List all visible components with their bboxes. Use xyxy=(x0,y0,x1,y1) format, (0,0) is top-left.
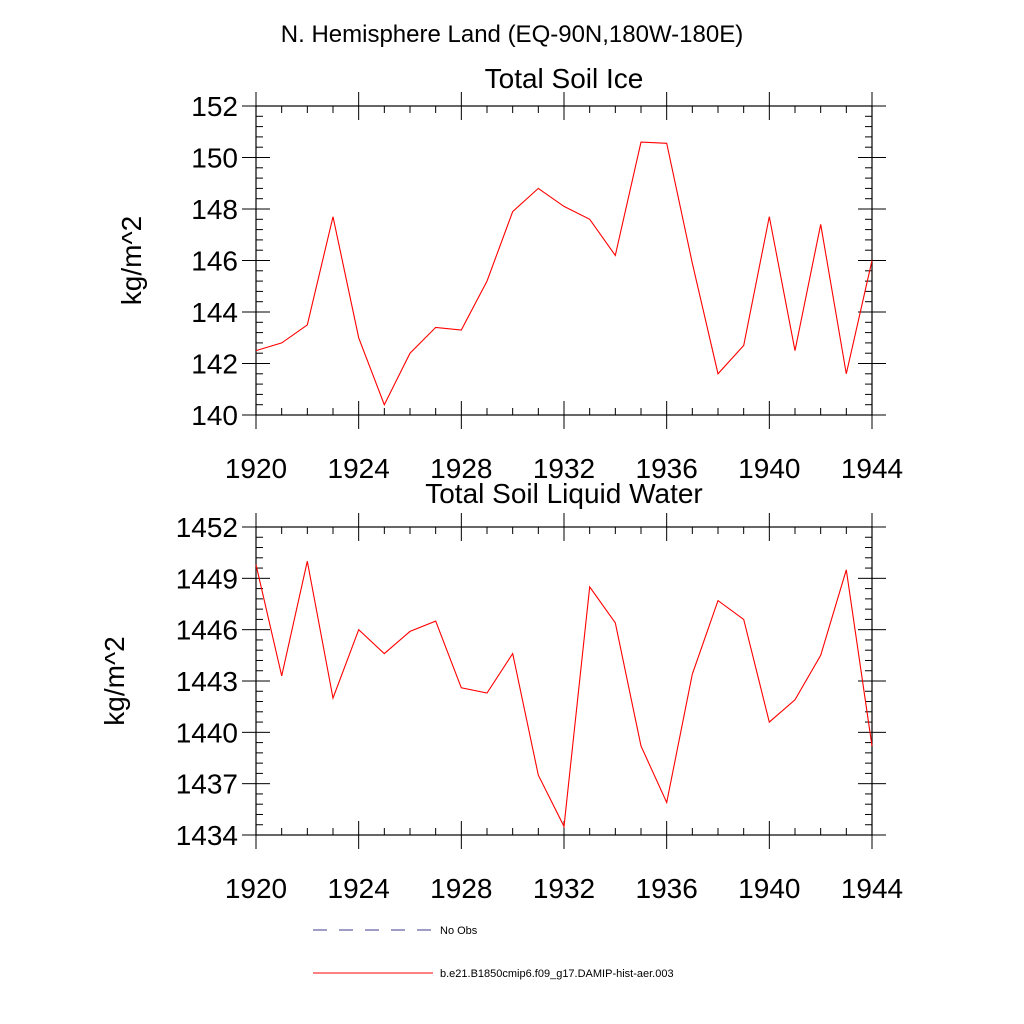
y-tick-label: 144 xyxy=(191,297,238,328)
legend-model-label: b.e21.B1850cmip6.f09_g17.DAMIP-hist-aer.… xyxy=(440,968,674,980)
y-tick-label: 1446 xyxy=(176,615,238,646)
plot-frame xyxy=(255,526,873,836)
x-tick-label: 1936 xyxy=(636,873,698,904)
plot-frame xyxy=(255,105,873,416)
x-tick-label: 1932 xyxy=(533,453,595,484)
y-tick-label: 146 xyxy=(191,246,238,277)
x-tick-label: 1940 xyxy=(738,453,800,484)
x-tick-label: 1944 xyxy=(841,873,903,904)
y-tick-label: 1440 xyxy=(176,717,238,748)
legend-no-obs-label: No Obs xyxy=(440,925,478,937)
y-tick-label: 152 xyxy=(191,91,238,122)
chart-title: Total Soil Liquid Water xyxy=(425,478,703,509)
x-tick-label: 1928 xyxy=(430,873,492,904)
y-tick-label: 1449 xyxy=(176,563,238,594)
chart-panels: Total Soil Ice kg/m^2 1920 1924 1928 1932 1936… xyxy=(99,63,903,904)
x-tick-label: 1920 xyxy=(225,873,287,904)
y-tick-label: 1437 xyxy=(176,769,238,800)
x-tick-label: 1944 xyxy=(841,453,903,484)
y-tick-label: 1452 xyxy=(176,512,238,543)
x-tick-label: 1924 xyxy=(328,873,390,904)
y-axis-label: kg/m^2 xyxy=(116,216,147,305)
x-tick-label: 1928 xyxy=(430,453,492,484)
y-tick-label: 1443 xyxy=(176,666,238,697)
x-tick-label: 1924 xyxy=(328,453,390,484)
x-tick-label: 1940 xyxy=(738,873,800,904)
y-tick-label: 142 xyxy=(191,349,238,380)
figure-title: N. Hemisphere Land (EQ-90N,180W-180E) xyxy=(281,21,743,48)
y-axis-label: kg/m^2 xyxy=(99,636,130,725)
chart-title: Total Soil Ice xyxy=(485,63,644,94)
series-line xyxy=(255,141,873,407)
y-tick-label: 148 xyxy=(191,194,238,225)
x-tick-label: 1936 xyxy=(636,453,698,484)
x-tick-label: 1932 xyxy=(533,873,595,904)
legend: No Obs b.e21.B1850cmip6.f09_g17.DAMIP-hi… xyxy=(313,925,674,980)
y-tick-label: 140 xyxy=(191,400,238,431)
y-tick-label: 1434 xyxy=(176,820,238,851)
chart-panel: Total Soil Ice kg/m^2 1920 1924 1928 1932 1936… xyxy=(116,63,903,484)
x-tick-label: 1920 xyxy=(225,453,287,484)
series-line xyxy=(255,561,873,829)
chart-panel: Total Soil Liquid Water kg/m^2 1920 1924 192… xyxy=(99,478,903,904)
y-tick-label: 150 xyxy=(191,143,238,174)
